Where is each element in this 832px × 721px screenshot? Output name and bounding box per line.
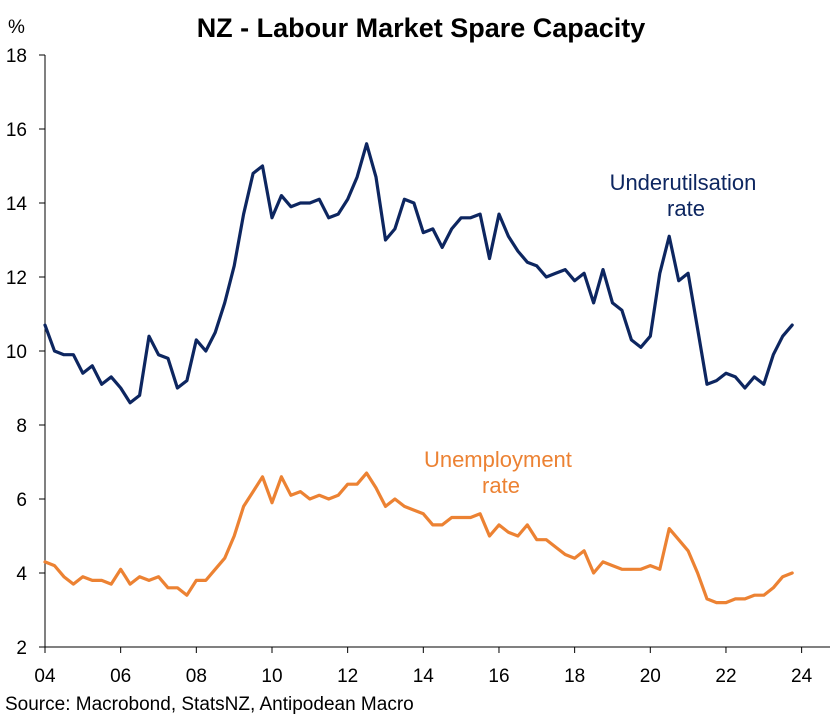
unemployment-label: Unemployment rate — [424, 447, 578, 498]
x-tick-label: 06 — [110, 666, 131, 687]
x-tick-label: 22 — [715, 666, 736, 687]
underutilisation-label-line2: rate — [667, 196, 705, 221]
y-axis: 2 4 6 8 10 12 14 16 18 — [6, 46, 46, 659]
x-tick-label: 20 — [640, 666, 661, 687]
x-tick-label: 12 — [337, 666, 358, 687]
source-note: Source: Macrobond, StatsNZ, Antipodean M… — [5, 694, 414, 715]
x-tick-label: 24 — [791, 666, 813, 687]
y-tick-label: 2 — [16, 638, 27, 659]
x-tick-label: 18 — [564, 666, 585, 687]
unemployment-label-line1: Unemployment — [424, 447, 572, 472]
x-tick-label: 04 — [34, 666, 56, 687]
x-axis: 04 06 08 10 12 14 16 18 20 22 24 — [34, 646, 830, 687]
x-tick-label: 16 — [488, 666, 509, 687]
plot-area — [43, 142, 794, 605]
chart-title: NZ - Labour Market Spare Capacity — [197, 13, 646, 43]
y-tick-label: 18 — [6, 46, 27, 67]
y-tick-label: 16 — [6, 120, 27, 141]
x-tick-label: 14 — [413, 666, 435, 687]
y-tick-label: 4 — [16, 564, 27, 585]
unemployment-label-line2: rate — [482, 473, 520, 498]
y-tick-label: 12 — [6, 268, 27, 289]
series-line-unemployment — [43, 471, 794, 605]
underutilisation-label: Underutilsation rate — [610, 170, 763, 221]
y-tick-label: 14 — [6, 194, 28, 215]
underutilisation-label-line1: Underutilsation — [610, 170, 757, 195]
x-tick-label: 08 — [186, 666, 207, 687]
y-tick-label: 10 — [6, 342, 27, 363]
series-line-underutilisation — [43, 142, 794, 405]
x-tick-label: 10 — [261, 666, 282, 687]
y-tick-label: 8 — [16, 416, 27, 437]
y-axis-unit-label: % — [8, 17, 25, 38]
y-tick-label: 6 — [16, 490, 27, 511]
